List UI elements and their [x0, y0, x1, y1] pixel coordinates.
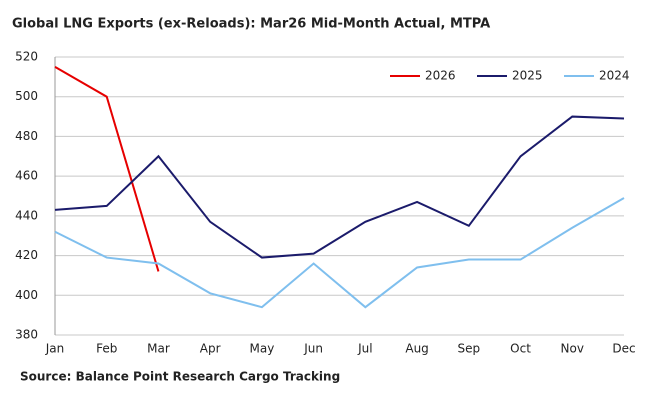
y-tick-label: 440	[15, 208, 38, 222]
series-line	[54, 115, 625, 259]
series-line	[54, 197, 625, 309]
chart-title: Global LNG Exports (ex-Reloads): Mar26 M…	[12, 17, 490, 32]
x-tick-label: Aug	[405, 342, 428, 356]
y-tick-label: 500	[15, 89, 38, 103]
x-tick-label: Oct	[510, 342, 531, 356]
y-tick-label: 520	[15, 50, 38, 64]
series-line	[54, 66, 160, 272]
x-tick-label: Mar	[147, 342, 170, 356]
y-tick-label: 380	[15, 328, 38, 342]
x-tick-label: Feb	[96, 342, 117, 356]
x-tick-label: Sep	[458, 342, 481, 356]
x-tick-label: Apr	[200, 342, 221, 356]
y-tick-label: 460	[15, 169, 38, 183]
y-tick-label: 420	[15, 248, 38, 262]
x-tick-label: Nov	[561, 342, 584, 356]
legend-label: 2026	[425, 69, 456, 83]
y-tick-label: 480	[15, 129, 38, 143]
x-tick-label: Jul	[357, 342, 372, 356]
legend-label: 2025	[512, 69, 543, 83]
x-tick-label: Dec	[612, 342, 635, 356]
x-tick-label: May	[250, 342, 275, 356]
x-tick-label: Jun	[303, 342, 323, 356]
source-note: Source: Balance Point Research Cargo Tra…	[20, 370, 340, 384]
y-tick-label: 400	[15, 288, 38, 302]
legend-label: 2024	[599, 69, 630, 83]
x-tick-label: Jan	[45, 342, 65, 356]
